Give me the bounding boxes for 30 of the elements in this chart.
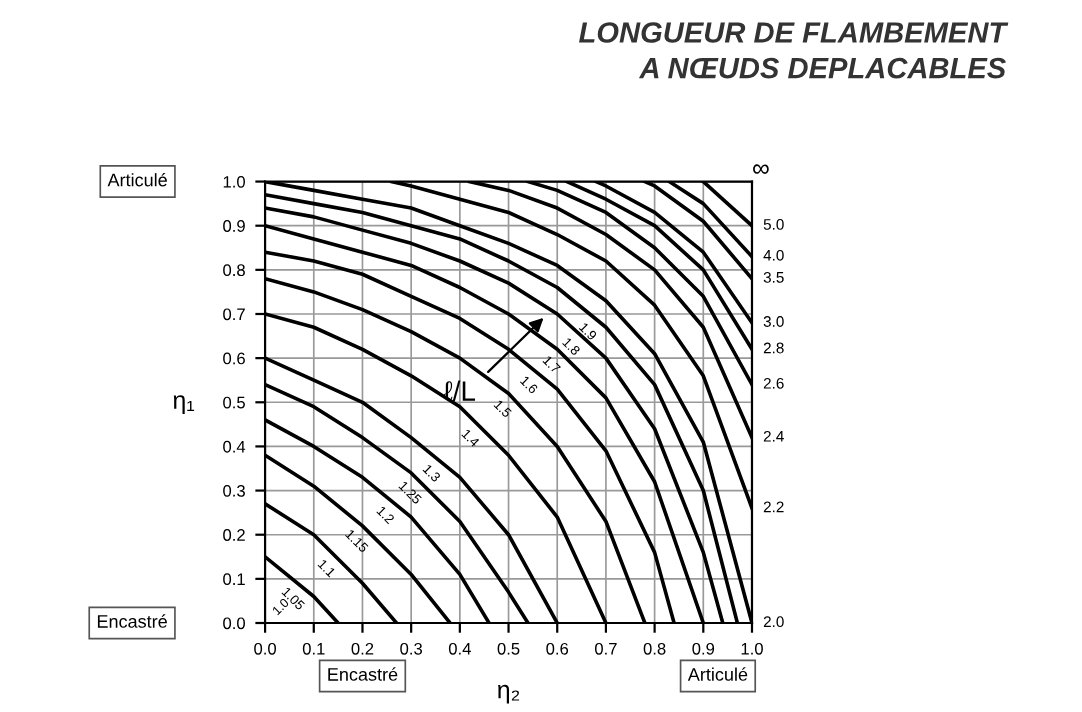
x-tick-label: 1.0 [741,642,763,655]
x-tick-label: 0.8 [643,642,666,655]
x-tick-label: 0.9 [692,642,715,655]
text: ∞ [753,164,769,174]
x-tick-label: 0.2 [351,642,374,655]
x-tick-label: 0.6 [546,642,569,655]
text: Encastré [97,614,167,628]
y-tick-label: 0.7 [223,308,245,321]
y-tick-label: 0.2 [223,529,245,541]
y-tick-label: 0.9 [223,220,245,232]
chart-title: LONGUEUR DE FLAMBEMENT A NŒUDS DEPLACABLES [579,22,1009,79]
x-tick-label: 0.4 [448,642,471,655]
y-tick-label: 0.0 [223,617,245,630]
x-axis-title: η₂ [498,684,520,704]
y-tick-label: 0.5 [223,396,245,409]
x-tick-label: 0.0 [254,642,277,655]
y-tick-label: 0.1 [223,573,245,586]
text: Articulé [107,172,167,187]
y-tick-label: 0.8 [223,264,245,277]
y-tick-label: 0.4 [223,440,246,453]
y-tick-label: 0.3 [223,484,245,497]
x-tick-label: 0.5 [497,642,520,655]
x-tick-label: 0.1 [302,642,325,655]
y-tick-label: 0.6 [223,352,245,365]
x-tick-label: 0.7 [594,642,617,655]
y-tick-label: 1.0 [223,175,245,188]
y-axis-title: η₁ [173,395,195,414]
text: Articulé [687,667,748,681]
text: Encastré [328,667,398,681]
x-tick-label: 0.3 [400,642,423,655]
